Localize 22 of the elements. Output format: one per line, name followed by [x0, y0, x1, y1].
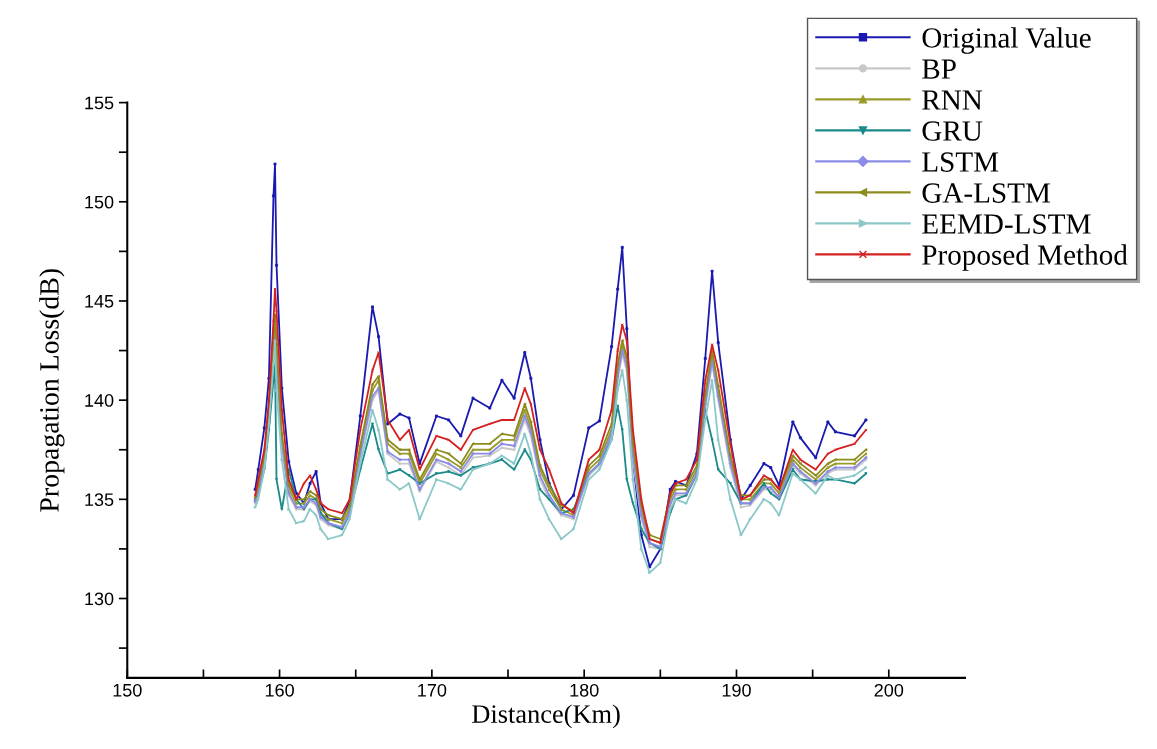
y-tick-label: 145 [85, 295, 114, 308]
y-tick-label: 140 [85, 394, 114, 407]
legend-label: BP [922, 59, 956, 79]
legend-label: Proposed Method [922, 244, 1128, 271]
y-tick-label: 130 [85, 592, 114, 606]
legend-label: GRU [922, 121, 983, 141]
x-tick-label: 170 [418, 683, 447, 697]
legend-label: GA-LSTM [922, 183, 1051, 203]
legend-label: LSTM [922, 152, 999, 172]
x-axis-title: Distance(Km) [472, 704, 620, 729]
y-axis-title: Propagation Loss(dB) [39, 269, 65, 512]
legend-label: Original Value [922, 27, 1091, 54]
y-tick-label: 135 [85, 493, 114, 507]
x-tick-label: 150 [113, 683, 142, 697]
legend-label: RNN [922, 90, 983, 110]
legend-label: EEMD-LSTM [922, 214, 1091, 234]
x-tick-label: 180 [570, 683, 599, 697]
y-tick-label: 155 [85, 96, 114, 110]
x-tick-label: 160 [265, 683, 294, 697]
y-tick-label: 150 [85, 195, 114, 209]
x-tick-label: 200 [874, 683, 904, 697]
x-tick-label: 190 [722, 683, 751, 697]
